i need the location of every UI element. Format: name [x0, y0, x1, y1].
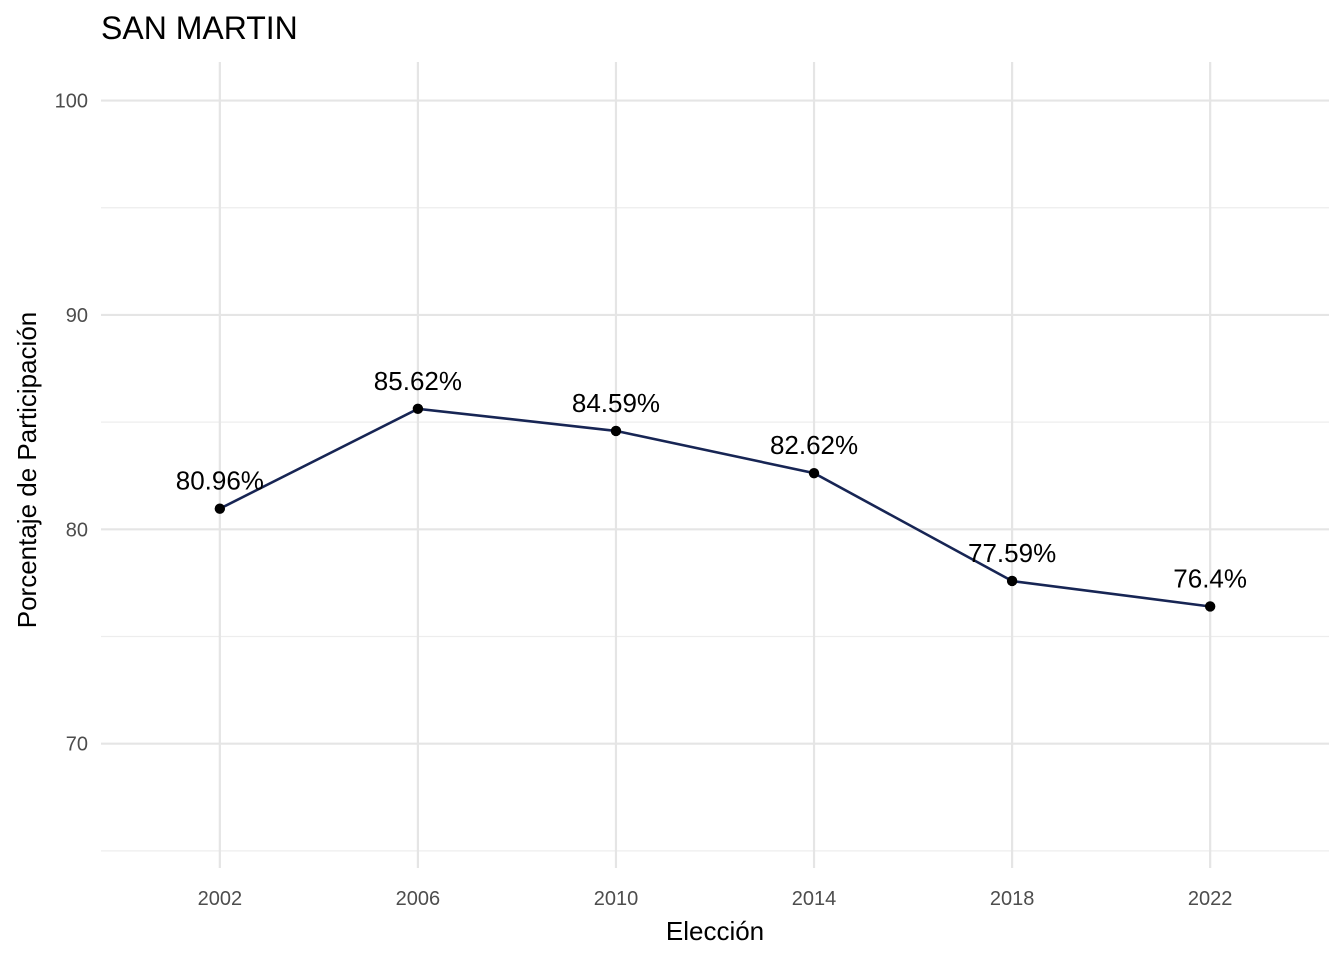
data-point: [1204, 601, 1216, 612]
major-gridlines: [101, 62, 1329, 868]
data-label: 80.96%: [176, 466, 264, 496]
y-tick-label: 90: [66, 305, 88, 327]
x-tick-label: 2002: [198, 888, 243, 910]
data-point: [610, 425, 622, 437]
data-label: 82.62%: [770, 430, 858, 460]
x-tick-label: 2006: [396, 888, 441, 910]
data-point: [808, 467, 820, 479]
x-tick-label: 2018: [990, 888, 1035, 910]
series-participation: [214, 403, 1216, 612]
data-point: [1006, 575, 1018, 587]
data-labels: 80.96% 85.62% 84.59% 82.62% 77.59% 76.4%: [176, 366, 1247, 594]
chart-title: SAN MARTIN: [101, 10, 298, 46]
y-tick-label: 70: [66, 734, 88, 756]
minor-gridlines: [101, 207, 1329, 852]
x-axis-title: Elección: [666, 916, 764, 946]
x-tick-label: 2022: [1188, 888, 1233, 910]
series-line: [219, 407, 1211, 608]
data-label: 77.59%: [968, 538, 1056, 568]
x-tick-label: 2010: [594, 888, 639, 910]
y-axis-title: Porcentaje de Participación: [12, 312, 42, 629]
y-axis-ticks: 70 80 90 100: [55, 91, 88, 756]
x-axis-ticks: 2002 2006 2010 2014 2018 2022: [198, 888, 1233, 910]
data-label: 84.59%: [572, 388, 660, 418]
y-tick-label: 100: [55, 91, 88, 113]
y-tick-label: 80: [66, 519, 88, 541]
x-tick-label: 2014: [792, 888, 837, 910]
data-point: [214, 503, 226, 514]
data-point: [412, 403, 424, 415]
data-label: 85.62%: [374, 366, 462, 396]
data-label: 76.4%: [1173, 563, 1247, 593]
